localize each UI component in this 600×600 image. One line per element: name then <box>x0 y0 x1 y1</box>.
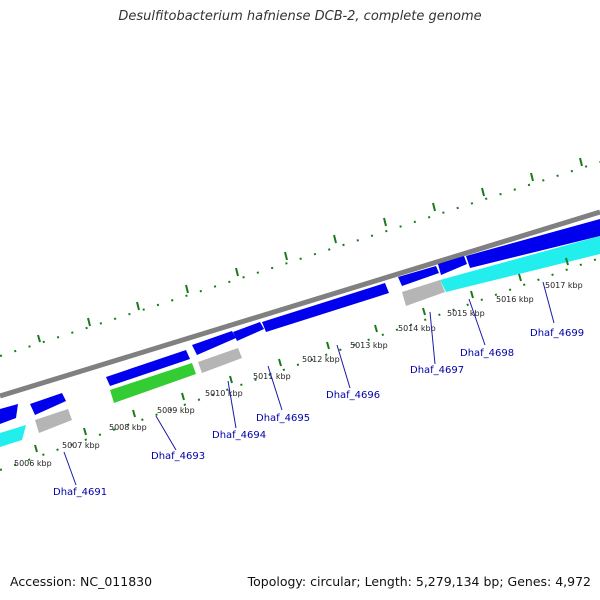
map-title: Desulfitobacterium hafniense DCB-2, comp… <box>118 9 482 24</box>
gene-arrow <box>466 219 600 268</box>
inner-tick <box>326 341 330 350</box>
leader-line <box>267 365 283 411</box>
kbp-label: 5006 kbp <box>14 459 52 468</box>
gene-label-dhaf-4697[interactable]: Dhaf_4697 <box>410 365 464 376</box>
gene-arrow-gray <box>198 348 242 373</box>
gene-labels: Dhaf_4691 Dhaf_4693 Dhaf_4694 Dhaf_4695 … <box>53 328 584 498</box>
outer-tick <box>481 187 485 197</box>
gene-label-dhaf-4694[interactable]: Dhaf_4694 <box>212 430 266 441</box>
outer-dot-line <box>0 161 600 357</box>
gene-arrow-cyan <box>0 425 26 447</box>
inner-tick <box>518 273 522 282</box>
gene-arrow-green <box>110 363 196 403</box>
kbp-label: 5012 kbp <box>302 355 340 364</box>
outer-tick <box>579 157 583 167</box>
outer-tick <box>37 334 41 343</box>
leader-line <box>542 281 555 324</box>
gene-label-dhaf-4696[interactable]: Dhaf_4696 <box>326 390 380 401</box>
inner-tick <box>34 444 38 453</box>
gene-label-dhaf-4691[interactable]: Dhaf_4691 <box>53 487 107 498</box>
inner-tick-track <box>0 257 600 471</box>
leader-line <box>63 451 77 486</box>
inner-tick <box>565 257 569 266</box>
genome-info-text: Topology: circular; Length: 5,279,134 bp… <box>247 574 591 589</box>
kbp-label: 5008 kbp <box>109 423 147 432</box>
leader-line <box>227 380 237 429</box>
inner-dot-line <box>0 257 600 471</box>
gene-arrow <box>0 404 18 424</box>
gene-label-dhaf-4695[interactable]: Dhaf_4695 <box>256 413 310 424</box>
outer-tick <box>530 172 534 182</box>
gene-arrow <box>438 256 467 275</box>
leader-line <box>468 298 486 346</box>
leader-line <box>155 415 177 451</box>
label-leaders <box>63 281 555 486</box>
gene-arrow <box>233 322 264 341</box>
kbp-label: 5015 kbp <box>447 309 485 318</box>
gene-arrow <box>192 331 236 355</box>
kbp-label: 5013 kbp <box>350 341 388 350</box>
kbp-label: 5009 kbp <box>157 406 195 415</box>
reverse-strand <box>0 236 600 447</box>
gene-label-dhaf-4693[interactable]: Dhaf_4693 <box>151 451 205 462</box>
gene-arrow-cyan <box>440 236 600 292</box>
leader-line <box>336 344 351 389</box>
outer-tick <box>284 251 288 261</box>
outer-tick-track <box>0 157 600 357</box>
accession-text: Accession: NC_011830 <box>10 574 153 589</box>
inner-tick <box>132 409 136 418</box>
gene-arrow <box>262 283 389 332</box>
inner-tick <box>181 392 185 401</box>
gene-arrow <box>398 266 439 286</box>
outer-tick <box>432 202 436 212</box>
outer-tick <box>87 317 91 327</box>
kbp-label: 5016 kbp <box>496 295 534 304</box>
inner-tick <box>229 375 233 384</box>
outer-tick <box>235 267 239 277</box>
kbp-label: 5007 kbp <box>62 441 100 450</box>
gene-arrow-gray <box>402 280 445 306</box>
outer-tick <box>185 284 189 294</box>
kbp-label: 5010 kbp <box>205 389 243 398</box>
inner-tick <box>83 427 87 436</box>
gene-arrow <box>30 393 66 415</box>
inner-tick <box>470 290 474 299</box>
outer-tick <box>383 217 387 227</box>
gene-label-dhaf-4698[interactable]: Dhaf_4698 <box>460 348 514 359</box>
kbp-label: 5014 kbp <box>398 324 436 333</box>
inner-tick <box>422 307 426 316</box>
gene-label-dhaf-4699[interactable]: Dhaf_4699 <box>530 328 584 339</box>
inner-tick <box>374 324 378 333</box>
genome-backbone <box>0 209 600 399</box>
kbp-labels: 5006 kbp 5007 kbp 5008 kbp 5009 kbp 5010… <box>14 281 583 468</box>
inner-tick <box>278 358 282 367</box>
gene-arrow <box>106 350 190 386</box>
forward-strand <box>0 219 600 424</box>
outer-tick <box>333 234 337 244</box>
leader-line <box>429 311 436 365</box>
gene-arrow-gray <box>35 409 72 433</box>
outer-tick <box>136 301 140 311</box>
kbp-label: 5017 kbp <box>545 281 583 290</box>
